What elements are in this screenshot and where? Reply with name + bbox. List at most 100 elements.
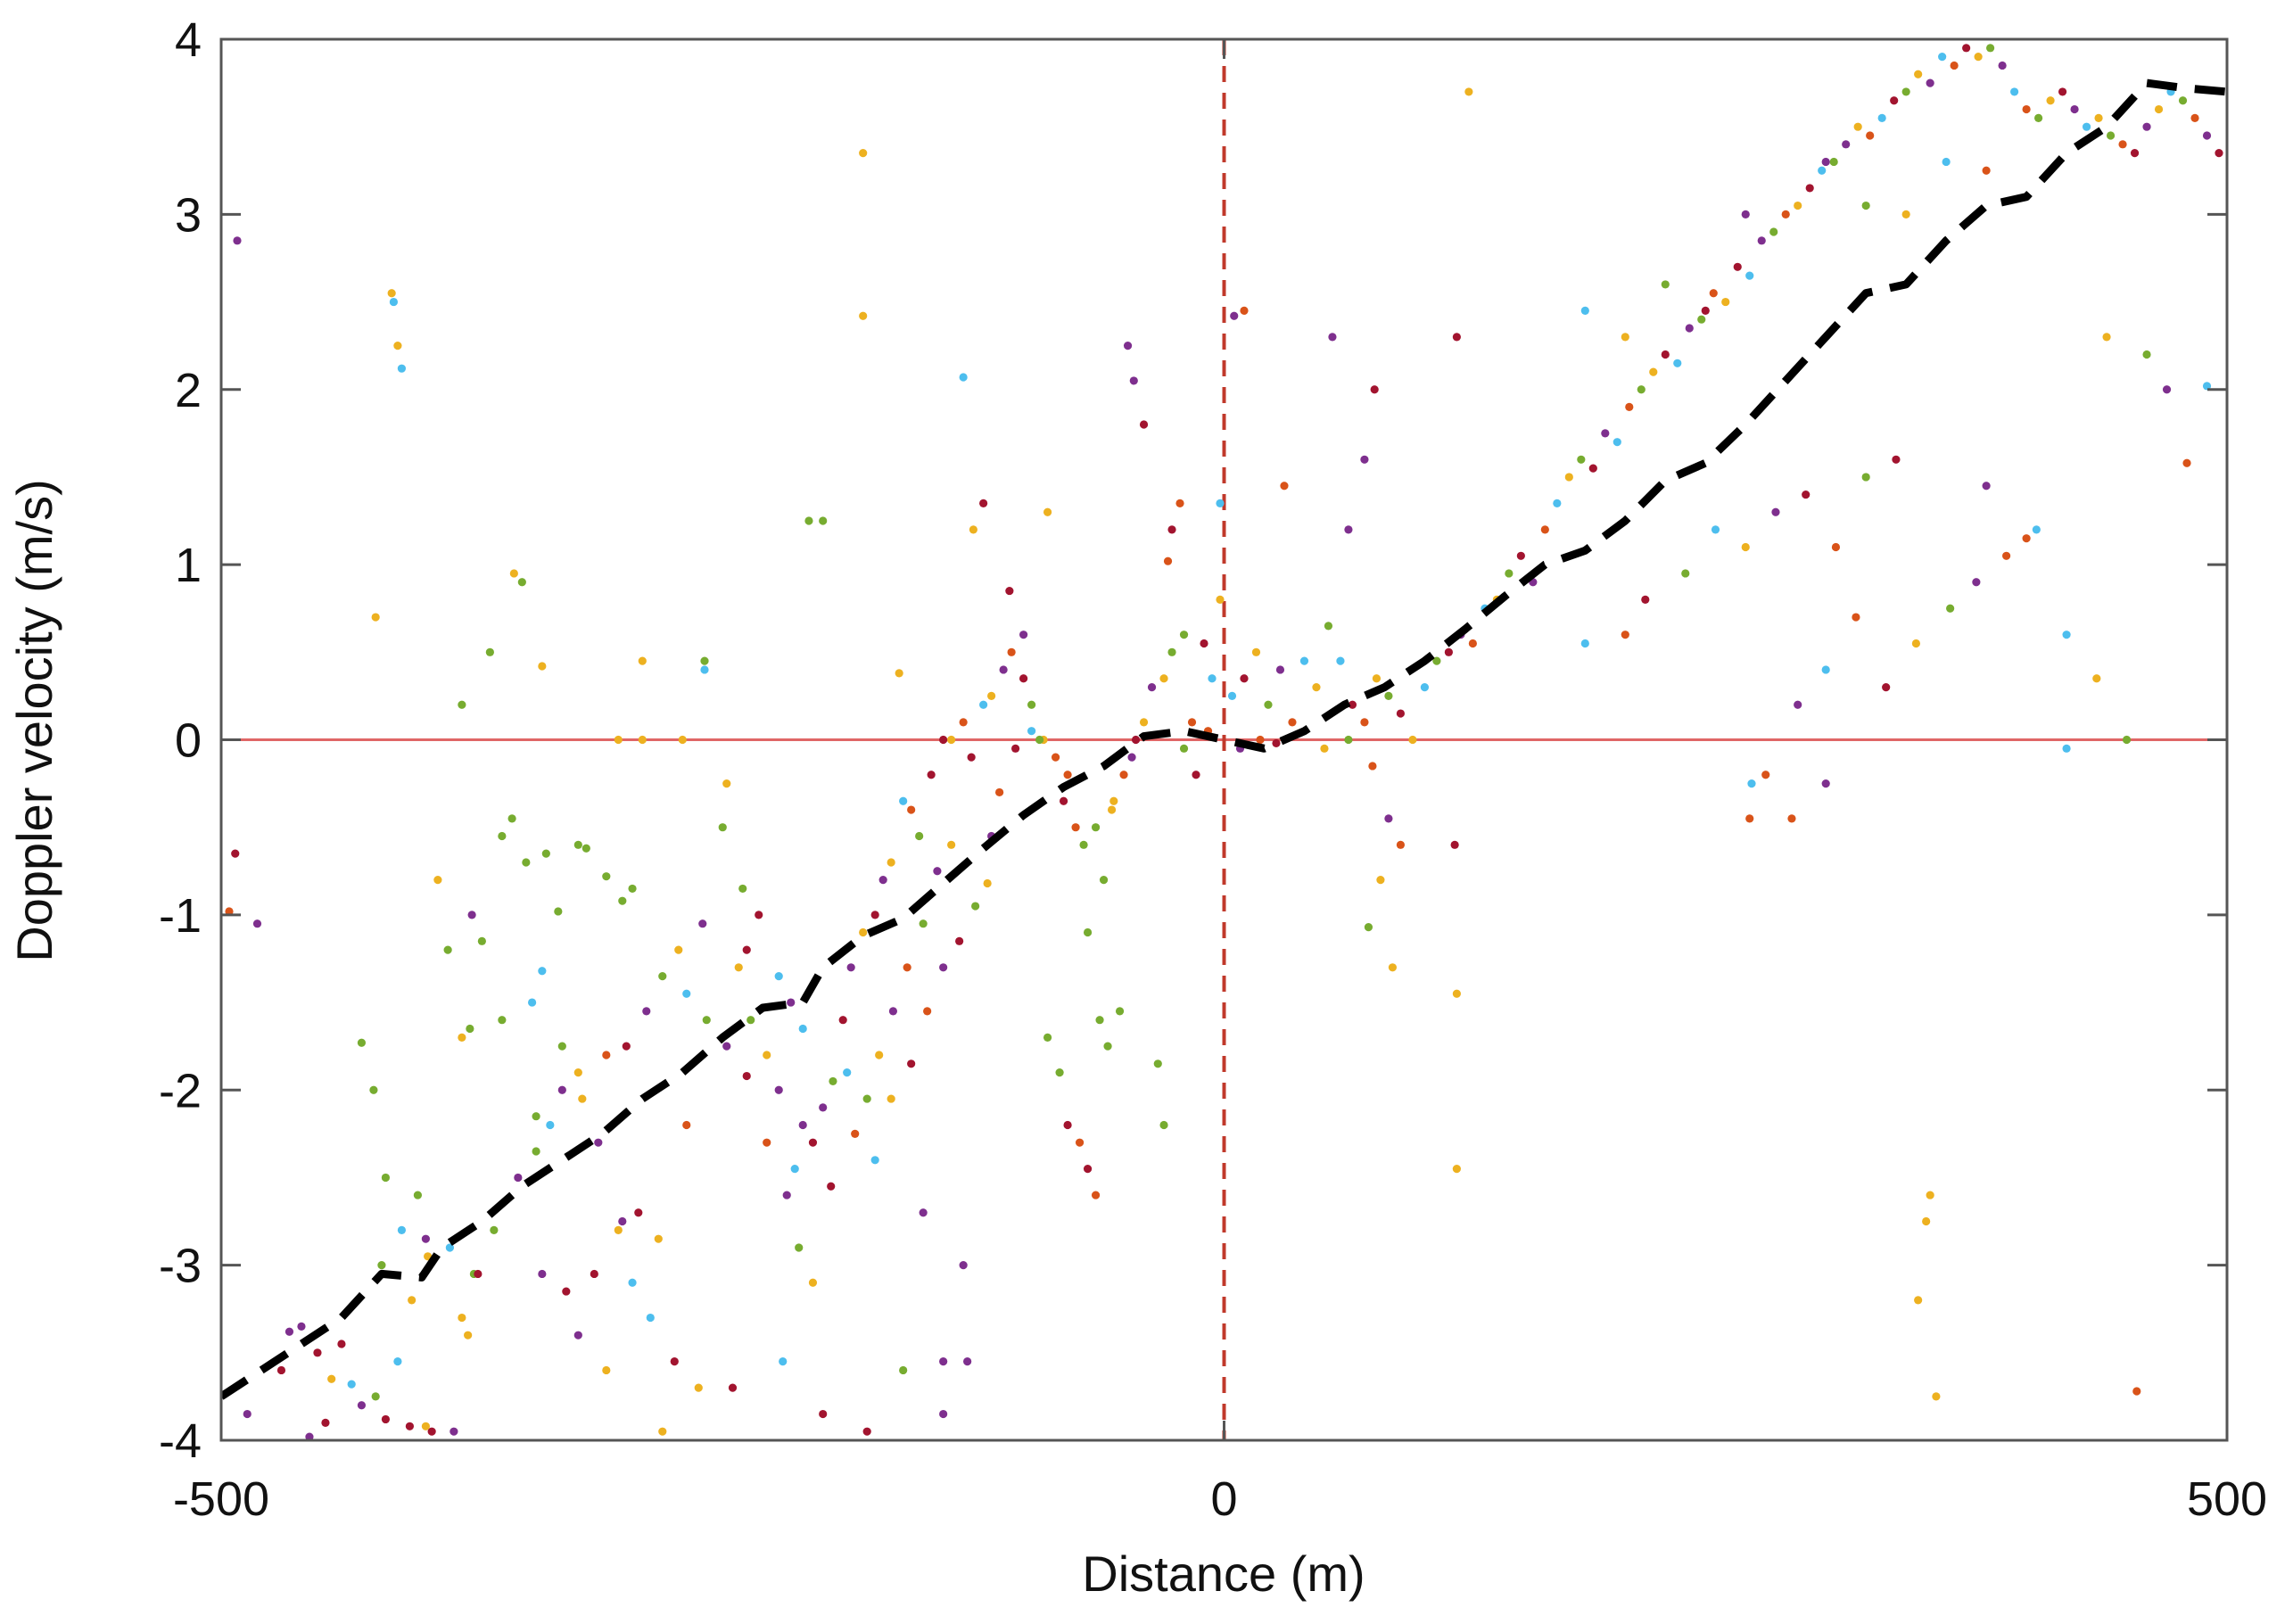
scatter-point bbox=[1914, 70, 1923, 78]
scatter-point bbox=[1564, 473, 1573, 482]
scatter-point bbox=[774, 1085, 783, 1094]
scatter-point bbox=[562, 1287, 571, 1296]
scatter-point bbox=[939, 963, 948, 972]
scatter-point bbox=[573, 1068, 582, 1077]
scatter-point bbox=[443, 945, 452, 954]
scatter-point bbox=[1505, 569, 1514, 578]
scatter-point bbox=[859, 311, 868, 320]
scatter-point bbox=[1861, 473, 1870, 482]
scatter-point bbox=[2202, 131, 2212, 140]
scatter-point bbox=[878, 876, 887, 885]
scatter-point bbox=[628, 884, 637, 894]
scatter-point bbox=[1432, 656, 1441, 665]
scatter-point bbox=[393, 1357, 402, 1366]
scatter-point bbox=[875, 1051, 884, 1059]
scatter-point bbox=[955, 936, 964, 945]
scatter-point bbox=[1019, 674, 1028, 683]
scatter-point bbox=[959, 718, 968, 727]
scatter-point bbox=[919, 919, 928, 928]
scatter-point bbox=[433, 876, 442, 885]
y-tick-label: 3 bbox=[175, 188, 202, 242]
scatter-point bbox=[1119, 771, 1128, 779]
scatter-point bbox=[1452, 1165, 1461, 1174]
scatter-point bbox=[790, 1165, 799, 1174]
scatter-point bbox=[1974, 53, 1983, 62]
scatter-point bbox=[862, 1427, 871, 1436]
scatter-point bbox=[808, 1138, 818, 1147]
scatter-point bbox=[327, 1374, 336, 1383]
scatter-point bbox=[1011, 744, 1020, 753]
scatter-point bbox=[618, 1216, 627, 1226]
y-tick-label: -2 bbox=[159, 1064, 202, 1117]
scatter-point bbox=[421, 1422, 430, 1430]
scatter-point bbox=[903, 963, 911, 972]
scatter-point bbox=[1890, 96, 1899, 105]
scatter-point bbox=[2130, 149, 2140, 158]
scatter-point bbox=[546, 1120, 555, 1130]
scatter-point bbox=[1372, 674, 1382, 683]
scatter-point bbox=[1709, 289, 1718, 298]
scatter-point bbox=[1035, 735, 1044, 745]
y-tick-label: 1 bbox=[175, 539, 202, 592]
scatter-point bbox=[1972, 578, 1981, 587]
dashed-fit-line bbox=[221, 78, 2227, 1400]
scatter-point bbox=[357, 1038, 367, 1047]
scatter-point bbox=[804, 516, 813, 525]
scatter-point bbox=[1007, 647, 1016, 656]
scatter-point bbox=[371, 1392, 380, 1401]
scatter-point bbox=[1818, 166, 1827, 175]
scatter-point bbox=[1901, 87, 1910, 96]
scatter-point bbox=[1769, 227, 1778, 236]
scatter-point bbox=[421, 1234, 430, 1243]
scatter-point bbox=[557, 1085, 566, 1094]
scatter-point bbox=[1613, 438, 1621, 447]
scatter-point bbox=[1167, 647, 1176, 656]
y-tick-label: 2 bbox=[175, 364, 202, 417]
scatter-point bbox=[1452, 989, 1461, 998]
scatter-point bbox=[2002, 551, 2011, 560]
scatter-point bbox=[1420, 682, 1429, 692]
scatter-point bbox=[907, 805, 916, 814]
scatter-point bbox=[347, 1380, 356, 1389]
scatter-point bbox=[1701, 306, 1710, 315]
scatter-point bbox=[983, 878, 992, 888]
scatter-point bbox=[2122, 735, 2132, 745]
scatter-point bbox=[1312, 682, 1321, 692]
scatter-point bbox=[829, 1076, 837, 1086]
scatter-point bbox=[1071, 823, 1080, 832]
scatter-point bbox=[1240, 674, 1249, 683]
scatter-point bbox=[1761, 771, 1770, 779]
scatter-point bbox=[1621, 333, 1629, 342]
scatter-point bbox=[1139, 420, 1149, 429]
scatter-point bbox=[1540, 525, 1549, 534]
scatter-point bbox=[1063, 1120, 1072, 1130]
scatter-point bbox=[1892, 455, 1901, 464]
scatter-point bbox=[490, 1225, 499, 1234]
scatter-point bbox=[1063, 771, 1072, 779]
scatter-point bbox=[1468, 639, 1477, 648]
scatter-point bbox=[1641, 595, 1650, 605]
scatter-point bbox=[2032, 525, 2041, 534]
scatter-point bbox=[2190, 113, 2199, 122]
scatter-point bbox=[638, 735, 647, 745]
scatter-point bbox=[846, 963, 855, 972]
scatter-point bbox=[2132, 1387, 2141, 1396]
scatter-point bbox=[614, 1225, 623, 1234]
scatter-point bbox=[1192, 771, 1200, 779]
plot-area bbox=[221, 39, 2227, 1440]
scatter-point bbox=[2178, 96, 2188, 105]
scatter-point bbox=[458, 700, 466, 709]
y-tick-label: 4 bbox=[175, 13, 202, 67]
scatter-point bbox=[808, 1278, 818, 1287]
scatter-point bbox=[2094, 113, 2103, 122]
scatter-point bbox=[514, 1173, 523, 1183]
scatter-point bbox=[642, 1007, 651, 1016]
scatter-point bbox=[527, 998, 537, 1007]
scatter-point bbox=[742, 1071, 751, 1081]
scatter-point bbox=[1099, 876, 1109, 885]
scatter-point bbox=[862, 1094, 871, 1103]
scatter-point bbox=[1324, 622, 1333, 631]
scatter-point bbox=[1167, 525, 1176, 534]
scatter-point bbox=[1230, 311, 1239, 320]
scatter-point bbox=[782, 1191, 791, 1199]
